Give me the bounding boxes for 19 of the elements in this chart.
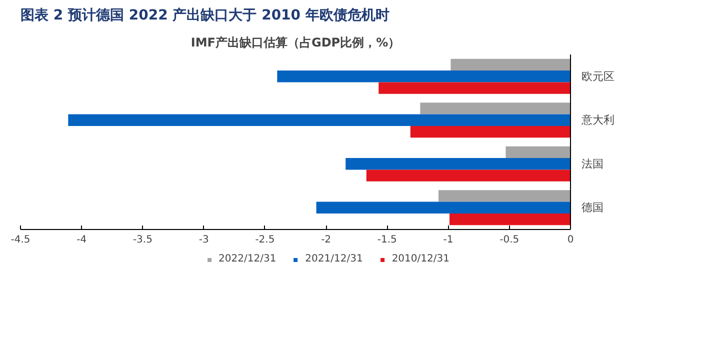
x-tick-label: 0: [567, 234, 574, 246]
x-tick-label: -4: [76, 234, 87, 246]
legend-label: 2021/12/31: [305, 254, 363, 264]
y-tick-label: 德国: [582, 201, 604, 214]
x-tick-label: -1.5: [377, 234, 397, 246]
x-tick-label: -3.5: [132, 234, 152, 246]
chart-title: 图表 2 预计德国 2022 产出缺口大于 2010 年欧债危机时: [20, 6, 390, 24]
x-tick-label: -2.5: [255, 234, 275, 246]
y-tick-label: 法国: [582, 157, 604, 170]
chart-subtitle: IMF产出缺口估算（占GDP比例，%）: [190, 36, 400, 50]
x-tick-label: -4.5: [10, 234, 30, 246]
x-tick-label: -1: [443, 234, 454, 246]
y-tick-label: 意大利: [580, 114, 614, 127]
y-tick-label: 欧元区: [582, 70, 614, 83]
x-tick-label: -0.5: [500, 234, 520, 246]
x-tick-label: -2: [321, 234, 332, 246]
legend-label: 2022/12/31: [218, 254, 276, 264]
legend-label: 2010/12/31: [392, 254, 450, 264]
x-tick-label: -3: [198, 234, 209, 246]
